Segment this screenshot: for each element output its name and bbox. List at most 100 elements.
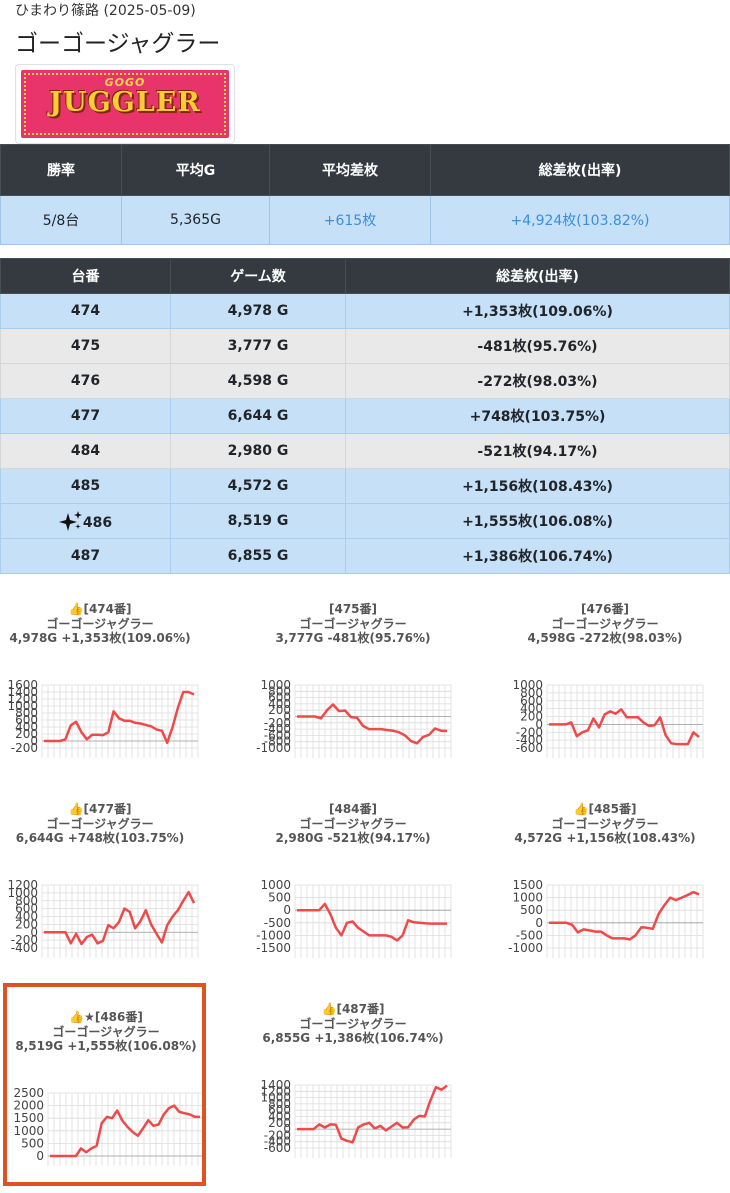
breadcrumb: ひまわり篠路 (2025-05-09) [15, 3, 196, 19]
chart-ytick: -600 [264, 1141, 291, 1155]
table-row[interactable]: 474 4,978 G +1,353枚(109.06%) [0, 293, 730, 329]
page-title: ゴーゴージャグラー [15, 31, 221, 57]
chart-card[interactable]: [484番] ゴーゴージャグラー 2,980G -521枚(94.17%) 1000 5… [253, 778, 453, 978]
chart-ytick: -1500 [256, 941, 291, 955]
chart-series-line [297, 703, 448, 745]
machine-number-label: 487 [70, 548, 101, 564]
table-row[interactable]: 475 3,777 G -481枚(95.76%) [0, 328, 730, 364]
logo-main-text: JUGGLER [49, 87, 201, 118]
chart-ytick: -600 [516, 741, 543, 755]
summary-avg-diff: +615枚 [269, 195, 431, 245]
col-header-games: ゲーム数 [170, 258, 346, 294]
chart-title: 👍[487番] [321, 1002, 385, 1016]
chart-title: [475番] [328, 602, 378, 616]
chart-ytick: -400 [264, 1135, 291, 1149]
chart-ytick: 200 [15, 917, 38, 931]
chart-ytick: 1000 [512, 891, 543, 905]
machine-games: 2,980 G [170, 433, 346, 469]
chart-ytick: 600 [268, 691, 291, 705]
chart-ytick: -500 [516, 928, 543, 942]
chart-card[interactable]: [476番] ゴーゴージャグラー 4,598G -272枚(98.03%) 1000 8… [505, 578, 705, 778]
chart-ytick: -200 [11, 741, 38, 755]
table-row[interactable]: 486 8,519 G +1,555枚(106.08%) [0, 503, 730, 539]
chart-ytick: 800 [268, 684, 291, 698]
chart-title: 👍★[486番] [69, 1010, 143, 1024]
machine-diff: +1,555枚(106.08%) [345, 503, 730, 539]
chart-card[interactable]: [475番] ゴーゴージャグラー 3,777G -481枚(95.76%) 1000 8… [253, 578, 453, 778]
chart-ytick: 1200 [7, 878, 38, 892]
chart-ytick: 0 [283, 1122, 291, 1136]
highlight-frame [3, 983, 206, 1186]
chart-ytick: 2500 [13, 1086, 44, 1100]
chart-title: [476番] [580, 602, 630, 616]
machine-number-label: 474 [70, 303, 101, 319]
chart-ytick: 200 [15, 727, 38, 741]
chart-ytick: 500 [268, 891, 291, 905]
table-row[interactable]: 476 4,598 G -272枚(98.03%) [0, 363, 730, 399]
chart-ytick: 1000 [13, 1124, 44, 1138]
table-row[interactable]: 487 6,855 G +1,386枚(106.74%) [0, 538, 730, 574]
chart-ytick: 0 [535, 717, 543, 731]
chart-ytick: -200 [264, 716, 291, 730]
chart-series-line [549, 708, 700, 746]
chart-ytick: 1500 [13, 1111, 44, 1125]
chart-title: 👍[477番] [68, 802, 132, 816]
machine-games: 6,855 G [170, 538, 346, 574]
chart-ytick: 0 [283, 710, 291, 724]
chart-caption: 4,978G +1,353枚(109.06%) [9, 631, 191, 645]
machine-number: 475 [0, 328, 171, 364]
machine-number: 474 [0, 293, 171, 329]
machine-number: 477 [0, 398, 171, 434]
chart-ytick: 1500 [512, 878, 543, 892]
machine-diff: -481枚(95.76%) [345, 328, 730, 364]
machine-number-label: 484 [70, 443, 101, 459]
sparkles-icon [58, 511, 83, 531]
chart-ytick: 800 [268, 1097, 291, 1111]
chart-subtitle: ゴーゴージャグラー [551, 616, 659, 631]
machine-diff: +748枚(103.75%) [345, 398, 730, 434]
chart-ytick: 1400 [260, 1078, 291, 1092]
chart-ytick: 1600 [7, 678, 38, 692]
chart-series-line [44, 890, 196, 946]
chart-card[interactable]: 👍★[486番] ゴーゴージャグラー 8,519G +1,555枚(106.08%)… [6, 986, 206, 1186]
chart-card[interactable]: 👍[487番] ゴーゴージャグラー 6,855G +1,386枚(106.74%) 1… [253, 978, 453, 1178]
col-header-number: 台番 [0, 258, 171, 294]
chart-card[interactable]: 👍[477番] ゴーゴージャグラー 6,644G +748枚(103.75%) 120… [0, 778, 200, 978]
machine-diff: +1,386枚(106.74%) [345, 538, 730, 574]
chart-ytick: -1000 [256, 928, 291, 942]
chart-ytick: 1400 [7, 685, 38, 699]
chart-ytick: 1000 [512, 678, 543, 692]
chart-subtitle: ゴーゴージャグラー [551, 816, 659, 831]
machine-number-label: 486 [82, 515, 113, 531]
machine-number: 486 [0, 503, 171, 539]
chart-ytick: -800 [264, 735, 291, 749]
chart-title: 👍[474番] [68, 602, 132, 616]
machine-games: 4,572 G [170, 468, 346, 504]
table-row[interactable]: 484 2,980 G -521枚(94.17%) [0, 433, 730, 469]
chart-card[interactable]: 👍[485番] ゴーゴージャグラー 4,572G +1,156枚(108.43%) 1… [505, 778, 705, 978]
chart-card[interactable]: 👍[474番] ゴーゴージャグラー 4,978G +1,353枚(109.06%) 1… [0, 578, 200, 778]
summary-header-total-diff: 総差枚(出率) [430, 144, 730, 196]
chart-series-line [297, 1084, 448, 1144]
chart-ytick: -200 [264, 1128, 291, 1142]
machine-games: 3,777 G [170, 328, 346, 364]
summary-header-avg-diff: 平均差枚 [269, 144, 431, 196]
machine-number-label: 475 [70, 338, 101, 354]
table-row[interactable]: 477 6,644 G +748枚(103.75%) [0, 398, 730, 434]
chart-ytick: 1200 [260, 1084, 291, 1098]
machine-diff: -272枚(98.03%) [345, 363, 730, 399]
table-row[interactable]: 485 4,572 G +1,156枚(108.43%) [0, 468, 730, 504]
chart-caption: 6,855G +1,386枚(106.74%) [262, 1031, 444, 1045]
chart-ytick: 400 [520, 702, 543, 716]
chart-ytick: 600 [520, 694, 543, 708]
chart-ytick: 0 [30, 734, 38, 748]
chart-ytick: -400 [516, 733, 543, 747]
chart-ytick: -600 [264, 728, 291, 742]
chart-ytick: 1000 [260, 678, 291, 692]
chart-ytick: -200 [516, 725, 543, 739]
chart-ytick: 200 [520, 710, 543, 724]
machine-number-label: 485 [70, 478, 101, 494]
